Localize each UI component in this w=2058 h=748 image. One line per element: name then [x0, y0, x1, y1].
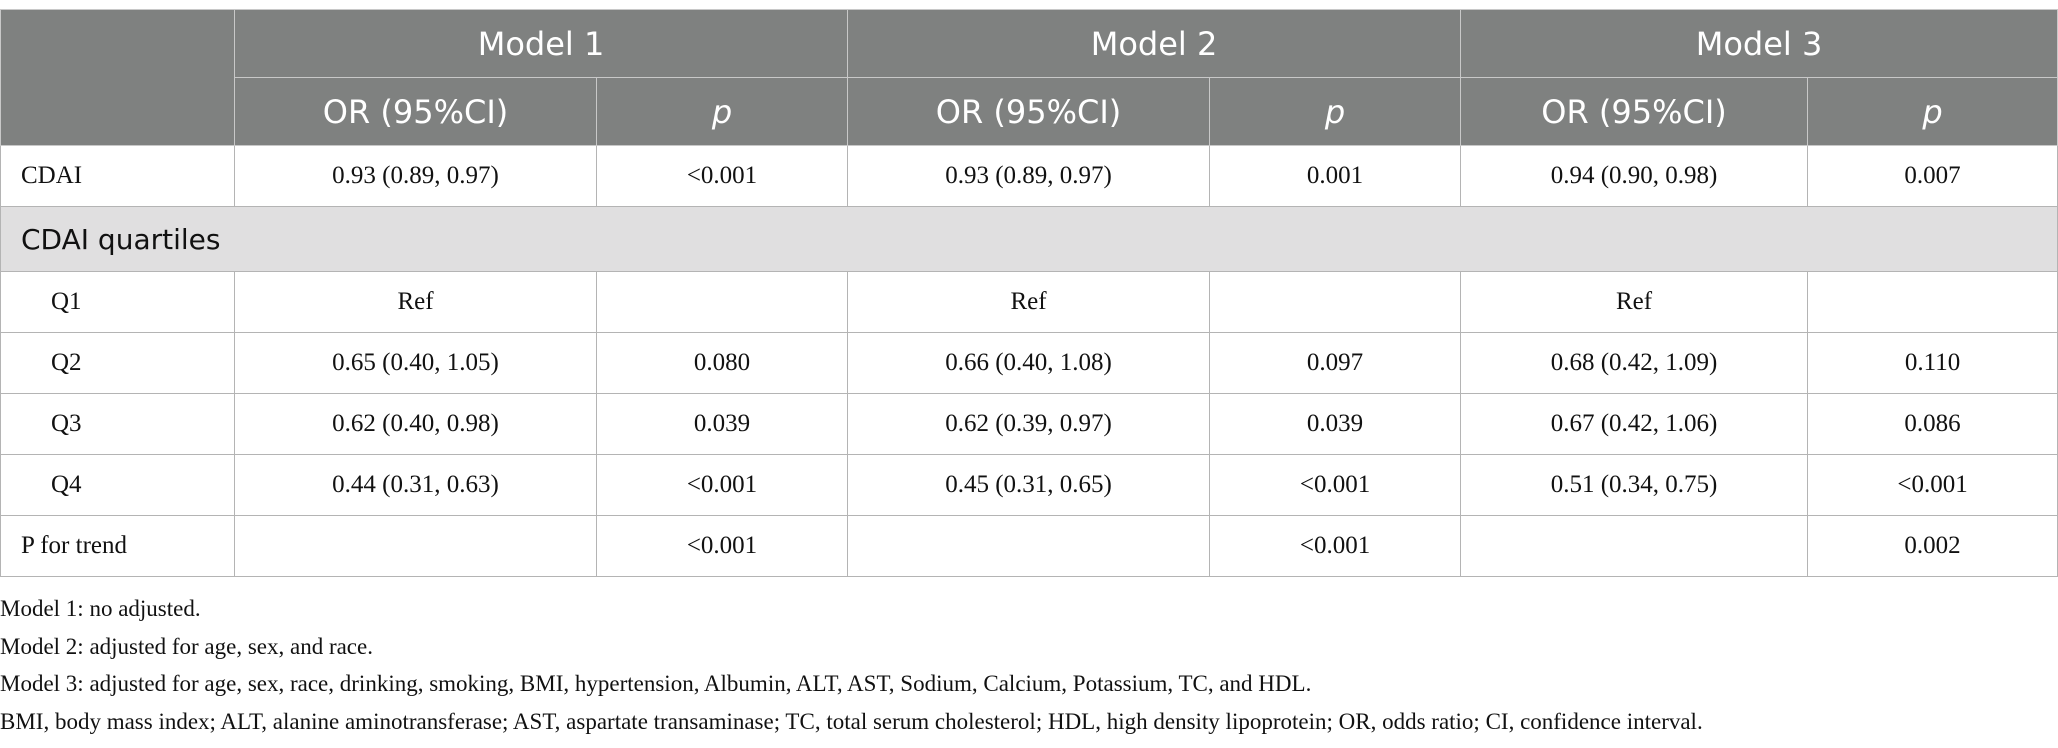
sub-header: OR (95%CI) — [847, 77, 1211, 146]
cell — [1209, 271, 1462, 333]
cell: <0.001 — [1209, 515, 1462, 577]
cell: 0.110 — [1807, 332, 2058, 394]
footnote: Model 1: no adjusted. — [0, 596, 201, 621]
sub-header-row: OR (95%CI) p OR (95%CI) p OR (95%CI) p — [1, 77, 2058, 146]
section-row: CDAI quartiles — [0, 206, 2058, 272]
cell: <0.001 — [595, 515, 849, 577]
table-body: CDAI 0.93 (0.89, 0.97) <0.001 0.93 (0.89, 0… — [0, 145, 2058, 577]
cell: <0.001 — [595, 145, 849, 207]
cell: <0.001 — [595, 454, 849, 516]
cell: 0.001 — [1209, 145, 1462, 207]
cell: <0.001 — [1209, 454, 1462, 516]
row-label: Q2 — [0, 332, 235, 394]
row-label: Q4 — [0, 454, 235, 516]
cell — [847, 515, 1211, 577]
corner-cell — [0, 9, 235, 146]
cell: 0.097 — [1209, 332, 1462, 394]
footnote: Model 3: adjusted for age, sex, race, dr… — [0, 671, 1312, 697]
cell: 0.086 — [1807, 393, 2058, 455]
cell: Ref — [847, 271, 1211, 333]
cell: 0.51 (0.34, 0.75) — [1460, 454, 1809, 516]
cell: <0.001 — [1807, 454, 2058, 516]
cell: 0.62 (0.40, 0.98) — [234, 393, 597, 455]
section-label: CDAI quartiles — [0, 206, 2058, 272]
sub-header: OR (95%CI) — [1460, 77, 1809, 146]
group-header: Model 1 — [233, 9, 849, 78]
data-row: Q2 0.65 (0.40, 1.05) 0.080 0.66 (0.40, 1.08… — [0, 332, 2058, 394]
cell: 0.93 (0.89, 0.97) — [847, 145, 1211, 207]
sub-header: p — [1209, 77, 1462, 146]
row-label: Q3 — [0, 393, 235, 455]
cell: 0.68 (0.42, 1.09) — [1460, 332, 1809, 394]
cell: 0.44 (0.31, 0.63) — [234, 454, 597, 516]
data-row: P for trend <0.001 <0.001 0.002 — [0, 515, 2058, 577]
row-label: Q1 — [0, 271, 235, 333]
cell: 0.002 — [1807, 515, 2058, 577]
cell: 0.94 (0.90, 0.98) — [1460, 145, 1809, 207]
cell — [234, 515, 597, 577]
footnote: BMI, body mass index; ALT, alanine amino… — [0, 709, 1703, 735]
row-label: CDAI — [0, 145, 235, 207]
cell — [595, 271, 849, 333]
cell: 0.66 (0.40, 1.08) — [847, 332, 1211, 394]
group-header: Model 3 — [1460, 9, 2058, 78]
cell: 0.65 (0.40, 1.05) — [234, 332, 597, 394]
cell: 0.039 — [1209, 393, 1462, 455]
data-row: CDAI 0.93 (0.89, 0.97) <0.001 0.93 (0.89, 0… — [0, 145, 2058, 207]
cell: 0.67 (0.42, 1.06) — [1460, 393, 1809, 455]
cell: 0.080 — [595, 332, 849, 394]
cell: 0.93 (0.89, 0.97) — [234, 145, 597, 207]
cell: 0.62 (0.39, 0.97) — [847, 393, 1211, 455]
results-table: Model 1 Model 2 Model 3 OR (95%CI) p OR (95%… — [0, 9, 2058, 577]
footnote: Model 2: adjusted for age, sex, and race… — [0, 633, 373, 659]
cell: 0.007 — [1807, 145, 2058, 207]
cell: Ref — [1460, 271, 1809, 333]
group-header: Model 2 — [847, 9, 1462, 78]
sub-header: p — [595, 77, 849, 146]
group-header-row: Model 1 Model 2 Model 3 — [0, 9, 2058, 146]
cell: Ref — [234, 271, 597, 333]
sub-header: OR (95%CI) — [234, 77, 597, 146]
cell — [1460, 515, 1809, 577]
row-label: P for trend — [0, 515, 235, 577]
cell — [1807, 271, 2058, 333]
cell: 0.039 — [595, 393, 849, 455]
data-row: Q4 0.44 (0.31, 0.63) <0.001 0.45 (0.31, 0.6… — [0, 454, 2058, 516]
data-row: Q1 Ref Ref Ref — [0, 271, 2058, 333]
sub-header: p — [1807, 77, 2058, 146]
cell: 0.45 (0.31, 0.65) — [847, 454, 1211, 516]
data-row: Q3 0.62 (0.40, 0.98) 0.039 0.62 (0.39, 0.97… — [0, 393, 2058, 455]
footnotes: Model 1: no adjusted. Model 2: adjusted f… — [0, 590, 1703, 741]
